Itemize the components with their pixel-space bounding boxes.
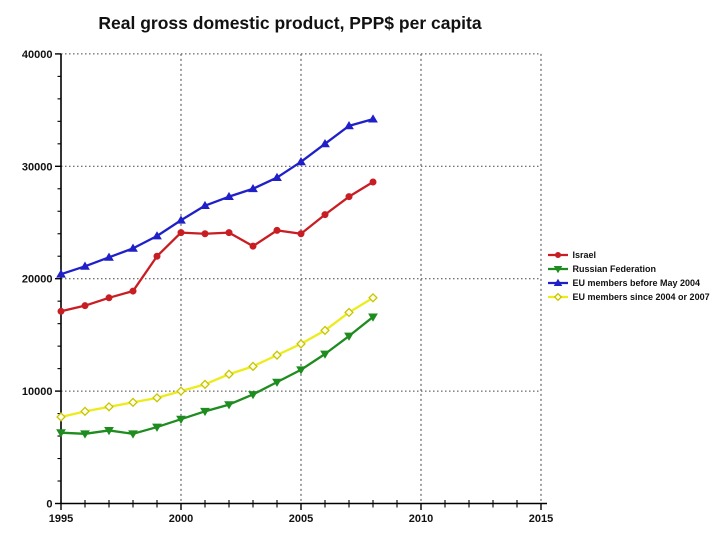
data-point-marker xyxy=(553,292,563,302)
data-point-marker xyxy=(104,252,114,261)
data-point-marker xyxy=(296,339,306,349)
data-point-marker xyxy=(152,231,162,240)
data-point-marker xyxy=(553,266,563,274)
data-point-marker xyxy=(553,278,563,286)
data-point-marker xyxy=(200,379,210,390)
data-point-marker xyxy=(273,226,281,234)
y-tick-label: 30000 xyxy=(22,161,53,173)
data-point-marker xyxy=(80,430,90,439)
data-point-marker xyxy=(320,139,330,148)
legend-item-eu-members-before-may-2004: EU members before May 2004 xyxy=(548,278,700,288)
x-tick-label: 2015 xyxy=(529,513,553,525)
legend-label: EU members before May 2004 xyxy=(573,278,701,288)
legend-label: Israel xyxy=(573,250,597,260)
chart-title: Real gross domestic product, PPP$ per ca… xyxy=(98,13,482,33)
data-point-marker xyxy=(320,350,330,359)
data-point-marker xyxy=(104,427,114,436)
data-point-marker xyxy=(320,325,330,336)
data-point-marker xyxy=(344,121,354,130)
legend-item-russian-federation: Russian Federation xyxy=(548,264,656,274)
x-tick-label: 2000 xyxy=(169,513,193,525)
series-line xyxy=(60,316,374,435)
data-point-marker xyxy=(105,294,113,302)
y-tick-label: 20000 xyxy=(22,274,53,286)
gridlines xyxy=(61,53,542,504)
data-point-marker xyxy=(56,269,66,278)
legend-item-eu-members-since-2004-or-2007: EU members since 2004 or 2007 xyxy=(548,292,710,302)
data-point-marker xyxy=(56,429,66,438)
series-eu-members-since-2004-or-2007 xyxy=(56,292,378,422)
series-russian-federation xyxy=(56,313,378,439)
data-point-marker xyxy=(272,378,282,387)
legend-label: Russian Federation xyxy=(573,264,657,274)
data-point-marker xyxy=(129,287,137,295)
data-point-marker xyxy=(248,361,258,372)
data-point-marker xyxy=(176,386,186,396)
series-eu-members-before-may-2004 xyxy=(56,114,378,278)
series-line xyxy=(60,181,374,313)
legend-item-israel: Israel xyxy=(548,250,596,260)
data-point-marker xyxy=(176,215,186,224)
x-tick-label: 2005 xyxy=(289,513,313,525)
data-point-marker xyxy=(368,292,378,303)
y-tick-label: 40000 xyxy=(22,49,53,61)
data-point-marker xyxy=(200,200,210,210)
data-point-marker xyxy=(296,366,306,375)
data-point-marker xyxy=(344,332,354,341)
data-point-marker xyxy=(248,391,258,400)
data-point-marker xyxy=(225,229,233,237)
data-point-marker xyxy=(554,251,562,259)
data-point-marker xyxy=(272,350,282,360)
data-point-marker xyxy=(224,369,234,380)
data-point-marker xyxy=(297,230,305,238)
data-point-marker xyxy=(80,406,90,417)
data-point-marker xyxy=(152,393,162,403)
data-point-marker xyxy=(368,313,378,322)
legend-label: EU members since 2004 or 2007 xyxy=(573,292,710,302)
data-point-marker xyxy=(177,229,185,237)
data-point-marker xyxy=(128,397,138,408)
data-point-marker xyxy=(248,184,258,193)
data-point-marker xyxy=(152,423,162,432)
data-point-marker xyxy=(368,114,378,123)
data-point-marker xyxy=(153,252,161,260)
data-point-marker xyxy=(176,415,186,424)
data-point-marker xyxy=(80,261,90,270)
data-point-marker xyxy=(369,178,377,186)
data-point-marker xyxy=(224,191,234,201)
series-israel xyxy=(57,178,377,315)
data-point-marker xyxy=(81,302,89,310)
data-point-marker xyxy=(345,193,353,201)
data-point-marker xyxy=(56,412,66,422)
data-point-marker xyxy=(104,402,114,412)
data-point-marker xyxy=(321,211,329,219)
data-point-marker xyxy=(272,172,282,181)
axes: 0 10000 20000 30000 40000 1995 2000 2005 2010 201… xyxy=(22,49,553,525)
data-point-marker xyxy=(200,407,210,417)
data-point-marker xyxy=(128,243,138,252)
data-point-marker xyxy=(201,230,209,238)
series-line xyxy=(60,296,374,419)
data-point-marker xyxy=(249,242,257,250)
y-tick-label: 0 xyxy=(46,499,52,511)
data-point-marker xyxy=(224,401,234,410)
legend: Israel Russian Federation EU members befor… xyxy=(548,250,710,302)
y-tick-label: 10000 xyxy=(22,386,53,398)
x-tick-label: 1995 xyxy=(49,513,73,525)
data-point-marker xyxy=(296,157,306,166)
x-tick-label: 2010 xyxy=(409,513,433,525)
data-point-marker xyxy=(128,430,138,439)
data-point-marker xyxy=(57,307,65,315)
data-point-marker xyxy=(344,307,354,318)
